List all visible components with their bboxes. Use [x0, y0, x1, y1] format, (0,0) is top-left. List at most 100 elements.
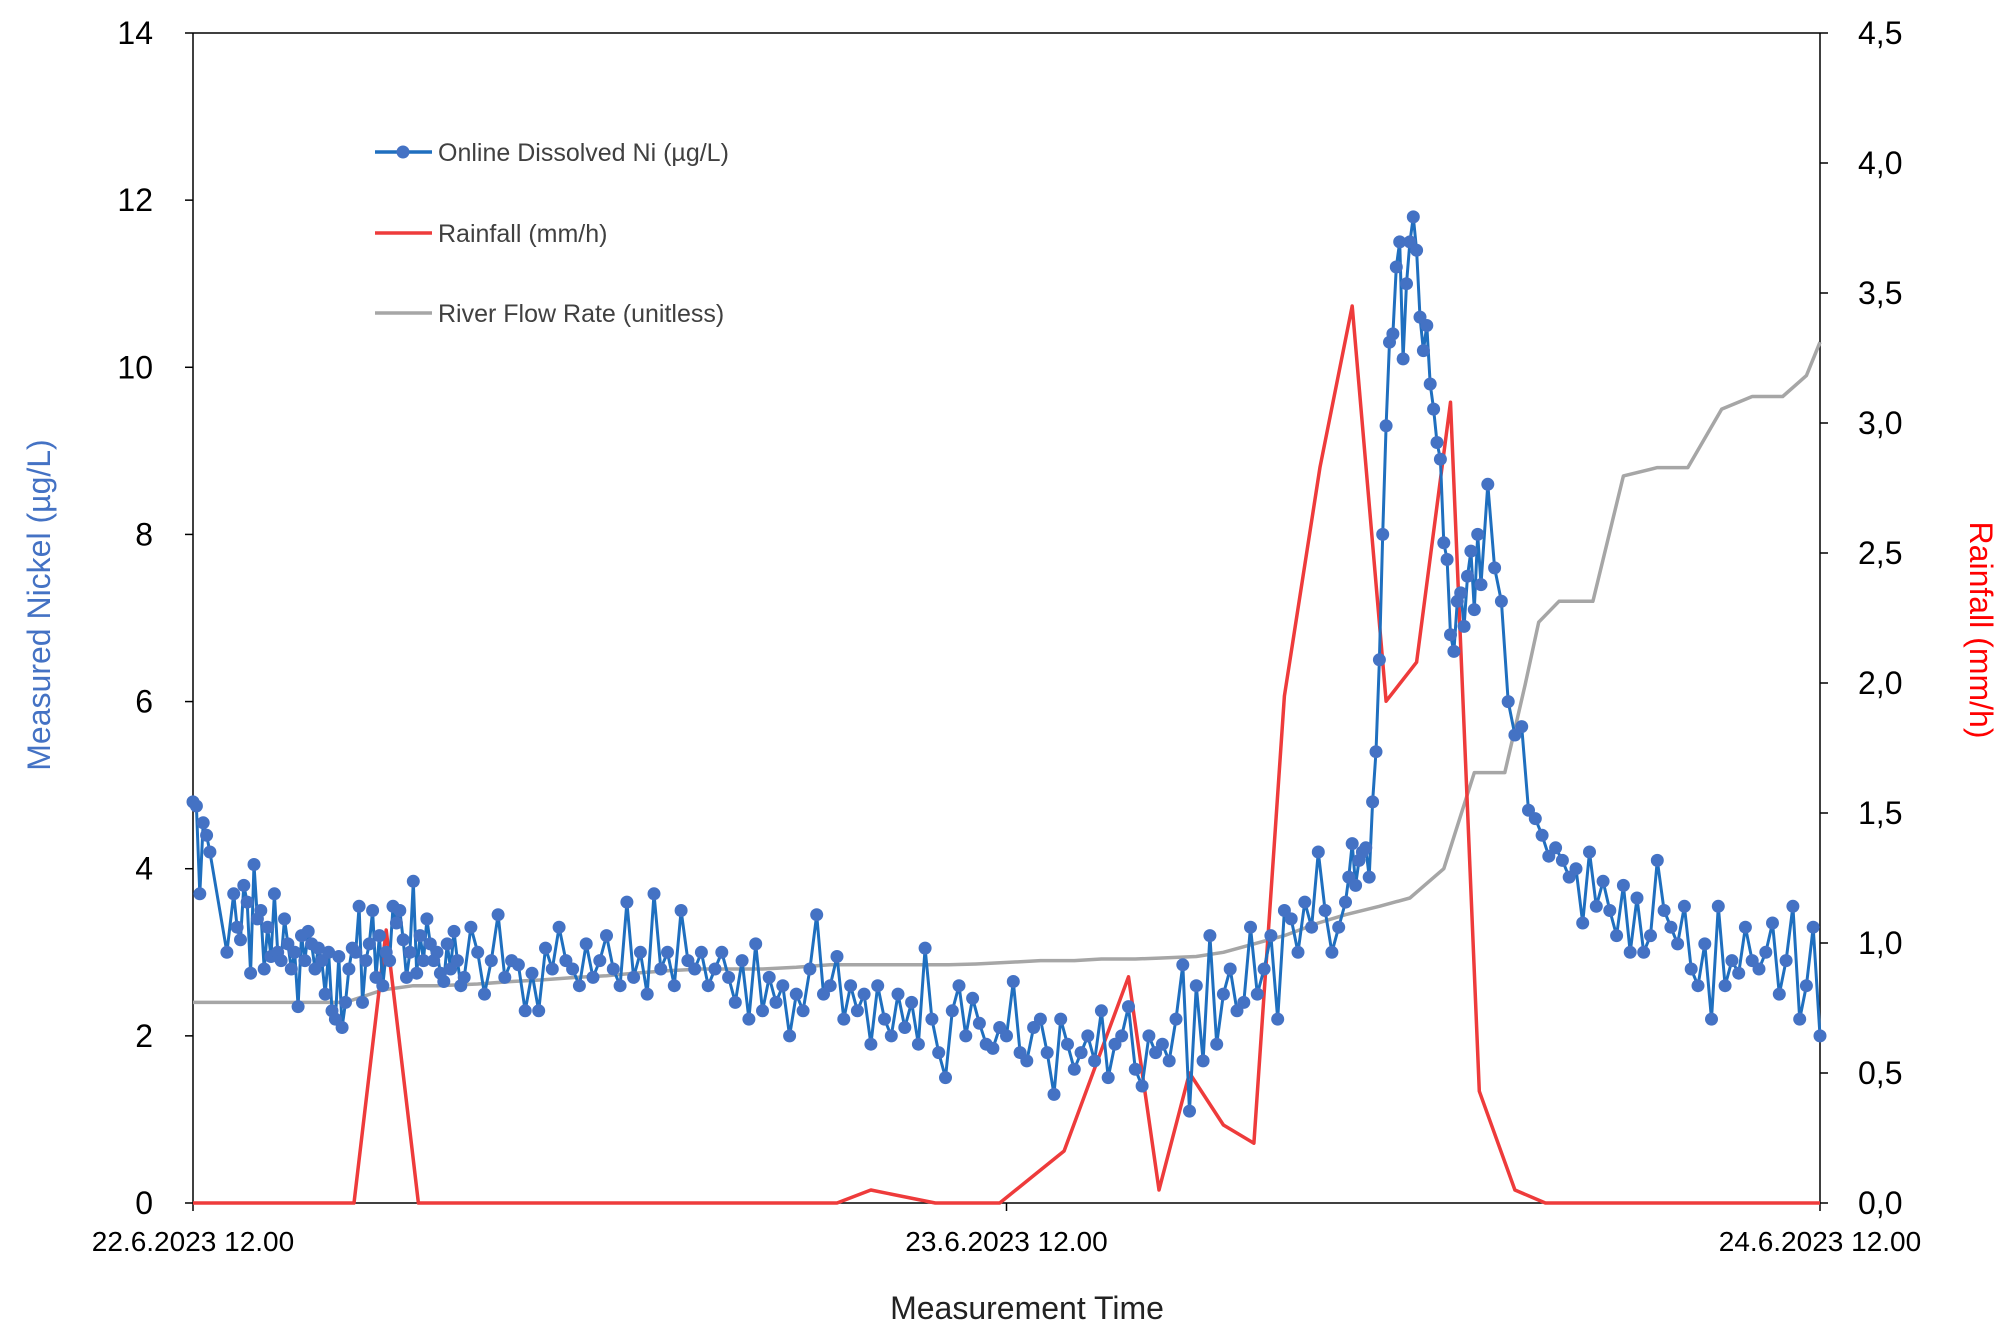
- nickel-point: [447, 924, 461, 938]
- nickel-point: [952, 979, 966, 993]
- nickel-point: [844, 979, 858, 993]
- nickel-point: [830, 950, 844, 963]
- nickel-point: [1596, 874, 1610, 888]
- legend-label: Online Dissolved Ni (µg/L): [438, 139, 729, 167]
- nickel-point: [1345, 837, 1359, 851]
- nickel-point: [247, 858, 261, 871]
- right-tick-label: 0,0: [1858, 1185, 1902, 1221]
- nickel-point: [1454, 586, 1468, 600]
- nickel-point: [633, 945, 647, 959]
- nickel-point: [220, 945, 234, 959]
- nickel-point: [1711, 899, 1725, 913]
- nickel-point: [322, 945, 336, 959]
- nickel-point: [1813, 1029, 1827, 1043]
- nickel-point: [298, 954, 312, 968]
- nickel-point: [1427, 402, 1441, 416]
- nickel-point: [905, 995, 919, 1009]
- nickel-point: [1094, 1004, 1108, 1018]
- nickel-point: [1115, 1029, 1129, 1043]
- nickel-point: [464, 920, 478, 934]
- nickel-point: [301, 924, 315, 938]
- nickel-point: [491, 908, 505, 922]
- nickel-point: [1176, 958, 1190, 972]
- nickel-point: [1474, 578, 1488, 592]
- nickel-point: [1759, 945, 1773, 959]
- nickel-point: [1725, 954, 1739, 968]
- nickel-point: [383, 954, 397, 968]
- nickel-point: [349, 945, 363, 959]
- nickel-point: [1637, 945, 1651, 959]
- nickel-point: [803, 962, 817, 976]
- nickel-point: [420, 912, 434, 926]
- nickel-point: [647, 887, 661, 901]
- nickel-point: [735, 954, 749, 968]
- nickel-point: [389, 916, 403, 930]
- nickel-point: [789, 987, 803, 1001]
- nickel-point: [1772, 987, 1786, 1001]
- nickel-point: [1786, 899, 1800, 913]
- nickel-point: [1528, 812, 1542, 826]
- nickel-point: [257, 962, 271, 976]
- nickel-point: [932, 1046, 946, 1060]
- nickel-point: [728, 995, 742, 1009]
- nickel-point: [1142, 1029, 1156, 1043]
- left-tick-label: 4: [135, 851, 153, 887]
- right-tick-label: 0,5: [1858, 1055, 1902, 1091]
- right-y-axis-label: Rainfall (mm/h): [1963, 522, 1999, 739]
- nickel-point: [240, 895, 254, 909]
- nickel-point: [579, 937, 593, 951]
- nickel-point: [356, 995, 369, 1009]
- nickel-point: [1644, 929, 1657, 943]
- nickel-point: [945, 1004, 959, 1018]
- nickel-point: [227, 887, 241, 901]
- nickel-point: [850, 1004, 864, 1018]
- nickel-point: [532, 1004, 546, 1018]
- nickel-point: [1372, 653, 1386, 667]
- nickel-point: [1183, 1104, 1196, 1118]
- nickel-point: [1589, 899, 1603, 913]
- nickel-point: [311, 941, 325, 955]
- nickel-point: [1806, 920, 1820, 934]
- nickel-point: [972, 1016, 986, 1030]
- nickel-point: [1040, 1046, 1054, 1060]
- nickel-line: [191, 215, 1822, 1113]
- nickel-point: [1467, 603, 1481, 617]
- nickel-point: [1400, 277, 1413, 291]
- legend-item-0: Online Dissolved Ni (µg/L): [375, 139, 729, 167]
- nickel-point: [498, 970, 512, 984]
- nickel-point: [1488, 561, 1502, 575]
- nickel-point: [1664, 920, 1678, 934]
- nickel-point: [552, 920, 566, 934]
- nickel-point: [1349, 878, 1363, 892]
- nickel-point: [203, 845, 217, 859]
- nickel-point: [1671, 937, 1685, 951]
- nickel-point: [339, 995, 352, 1009]
- nickel-point: [288, 945, 302, 959]
- nickel-point: [1457, 619, 1471, 633]
- nickel-point: [1376, 527, 1390, 541]
- nickel-point: [606, 962, 620, 976]
- nickel-point: [1081, 1029, 1095, 1043]
- nickel-point: [539, 941, 552, 955]
- nickel-point: [335, 1021, 349, 1034]
- nickel-point: [1494, 594, 1508, 608]
- nickel-point: [1020, 1054, 1034, 1068]
- nickel-point: [837, 1012, 851, 1026]
- nickel-point: [1732, 966, 1746, 980]
- nickel-point: [1718, 979, 1732, 993]
- nickel-point: [1210, 1037, 1224, 1051]
- nickel-point: [1766, 916, 1779, 930]
- nickel-point: [796, 1004, 810, 1018]
- nickel-point: [1555, 853, 1569, 867]
- nickel-point: [871, 979, 885, 993]
- nickel-point: [1074, 1046, 1088, 1060]
- nickel-point: [1000, 1029, 1013, 1043]
- nickel-point: [1135, 1079, 1149, 1093]
- nickel-point: [193, 887, 207, 901]
- nickel-point: [1369, 745, 1383, 759]
- nickel-point: [1250, 987, 1264, 1001]
- nickel-point: [1006, 975, 1020, 988]
- nickel-point: [450, 954, 464, 968]
- nickel-point: [1410, 243, 1424, 257]
- nickel-point: [1325, 945, 1339, 959]
